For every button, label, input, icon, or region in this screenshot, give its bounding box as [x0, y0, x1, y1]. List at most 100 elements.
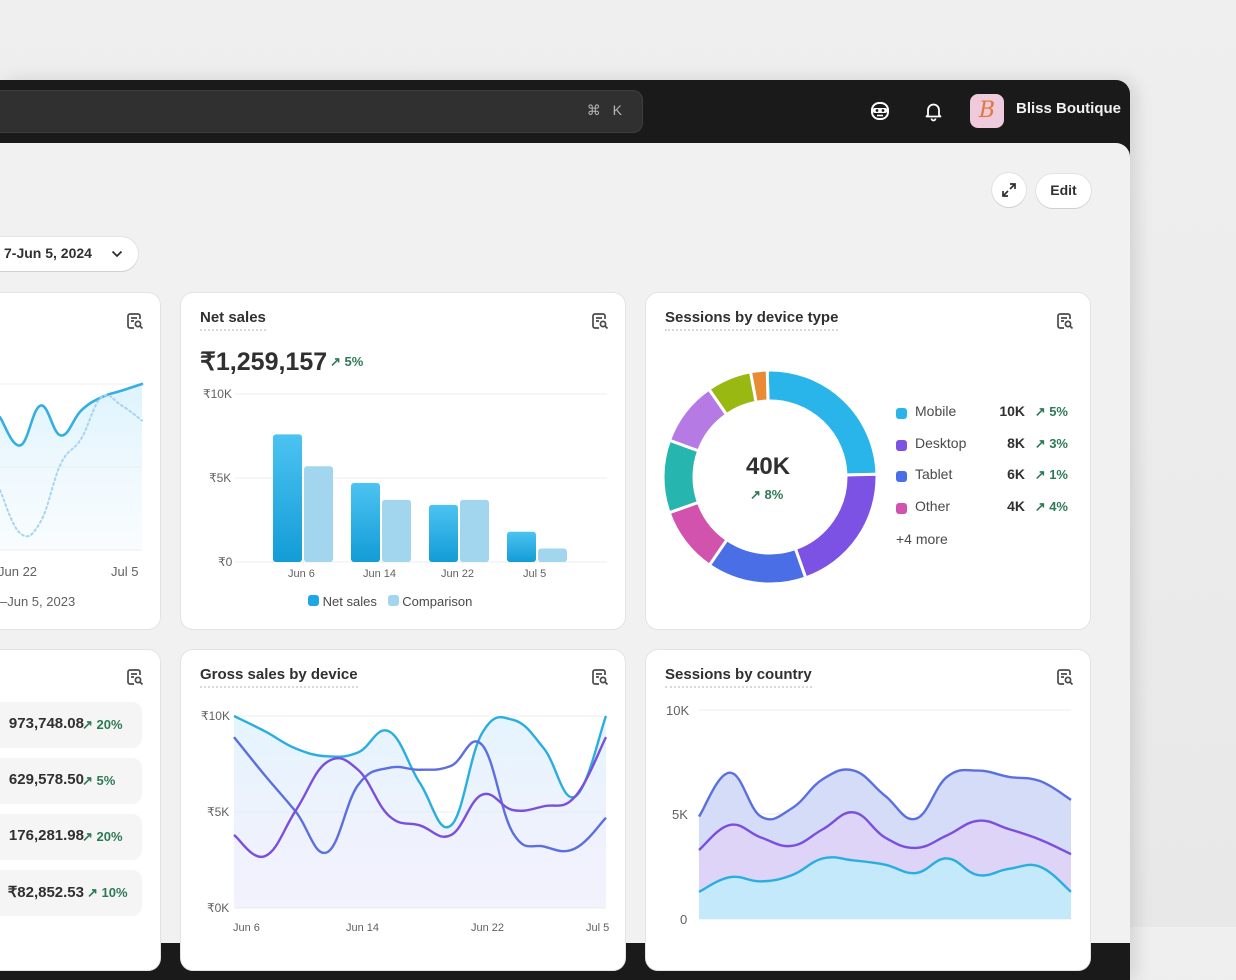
trend-badge: ↗ 3% [1034, 435, 1068, 451]
more-link[interactable]: +4 more [896, 531, 948, 547]
list-item[interactable]: ₹82,852.53 ↗ 10% [0, 870, 142, 916]
legend-item: Mobile 10K ↗ 5% [896, 403, 1071, 423]
x-tick: Jun 14 [346, 922, 380, 934]
trend-badge: ↗ 5% [1034, 404, 1068, 419]
card-title[interactable]: Net sales [200, 309, 266, 331]
comparison-bar [304, 466, 333, 562]
trend-badge: ↗ 8% [750, 487, 784, 502]
series-line [698, 811, 1072, 856]
legend-swatch [896, 439, 907, 451]
y-tick: 10K [666, 703, 690, 718]
x-tick: Jul 5 [586, 922, 610, 934]
explore-report-icon[interactable] [125, 667, 145, 687]
partial-line-chart [0, 382, 144, 551]
x-tick: Jun 6 [288, 568, 315, 580]
legend-item: Tablet 6K ↗ 1% [896, 466, 1071, 486]
y-tick: ₹10K [203, 387, 232, 401]
list-item[interactable]: 973,748.08 ↗ 20% [0, 702, 142, 748]
trend-badge: ↗ 20% [82, 717, 123, 732]
fullscreen-button[interactable] [992, 173, 1026, 207]
net-sales-bar [507, 531, 536, 562]
x-tick: Jul 5 [111, 564, 139, 579]
device-donut-chart [661, 368, 879, 586]
legend-label: Comparison [402, 594, 473, 609]
legend-value: 8K [1007, 434, 1025, 451]
legend-label: Net sales [322, 594, 377, 609]
sidekick-face-icon[interactable] [869, 100, 891, 122]
y-tick: ₹0K [207, 901, 230, 915]
search-bar[interactable]: ⌘ K [0, 90, 643, 133]
net-sales-card: Net sales ₹1,259,157 ↗ 5% ₹10K ₹5K ₹0 Ju… [181, 293, 625, 629]
legend-value: 4K [1007, 497, 1025, 514]
explore-report-icon[interactable] [1055, 311, 1075, 331]
comparison-bar [460, 499, 489, 562]
explore-report-icon[interactable] [590, 667, 610, 687]
country-stacked-area-chart [697, 709, 1072, 920]
y-tick: 0 [680, 912, 688, 927]
legend-label: Other [915, 497, 951, 514]
edit-button[interactable]: Edit [1036, 174, 1091, 208]
comparison-bar [538, 548, 567, 562]
search-shortcut: ⌘ K [586, 102, 626, 118]
net-sales-value: ₹1,259,157 [200, 348, 328, 376]
legend-value: 6K [1007, 466, 1025, 482]
date-range-label: 7-Jun 5, 2024 [4, 245, 92, 261]
store-avatar[interactable]: B [970, 94, 1004, 128]
explore-report-icon[interactable] [1055, 667, 1075, 687]
y-tick: 5K [672, 807, 688, 822]
series-line [0, 382, 144, 447]
date-range-picker[interactable]: 7-Jun 5, 2024 [0, 237, 138, 271]
legend-swatch [896, 502, 907, 514]
legend-label: Desktop [915, 434, 967, 451]
gross-sales-line-chart [233, 714, 608, 909]
donut-slice [661, 438, 701, 515]
trend-badge: ↗ 5% [82, 773, 116, 788]
trend-badge: ↗ 4% [1034, 498, 1068, 514]
legend-swatch [387, 595, 399, 606]
list-item-value: 176,281.98 [8, 827, 84, 844]
card-title[interactable]: Gross sales by device [200, 666, 358, 688]
list-item-value: ₹82,852.53 [7, 884, 84, 901]
card-title[interactable]: Sessions by device type [665, 309, 839, 331]
comparison-line [0, 394, 143, 538]
trend-value: 8% [764, 487, 784, 502]
breakdown-list-card: 973,748.08 ↗ 20% 629,578.50 ↗ 5% 176,281.98 ↗… [0, 650, 160, 970]
y-tick: ₹5K [209, 471, 232, 485]
legend-item: Desktop 8K ↗ 3% [896, 435, 1071, 455]
donut-slice [749, 368, 770, 404]
donut-total: 40K [746, 453, 791, 480]
legend-label: Mobile [915, 403, 957, 419]
trend-badge: ↗ 10% [87, 885, 128, 900]
explore-report-icon[interactable] [125, 311, 145, 331]
legend-label: Tablet [915, 466, 953, 482]
series-line [233, 736, 608, 859]
list-item[interactable]: 176,281.98 ↗ 20% [0, 814, 142, 860]
list-item-value: 973,748.08 [8, 715, 84, 732]
card-title[interactable]: Sessions by country [665, 666, 812, 688]
list-item-value: 629,578.50 [8, 771, 84, 788]
area-fill [234, 716, 606, 908]
x-tick: Jun 22 [441, 568, 475, 580]
trend-badge: ↗ 5% [330, 354, 364, 369]
legend-swatch [308, 595, 319, 606]
bell-icon[interactable] [923, 100, 944, 122]
net-sales-bar [429, 504, 458, 562]
comparison-bar [382, 499, 411, 562]
legend-swatch [896, 471, 907, 482]
legend-swatch [896, 408, 907, 419]
y-tick: ₹0 [218, 555, 233, 569]
partial-line-card: Jun 22 Jul 5 –Jun 5, 2023 [0, 293, 160, 629]
x-tick: Jun 14 [363, 568, 397, 580]
series-line [698, 856, 1072, 893]
series-line [697, 768, 1072, 821]
legend-value: 10K [999, 403, 1025, 419]
explore-report-icon[interactable] [590, 311, 610, 331]
store-name[interactable]: Bliss Boutique [1016, 100, 1122, 117]
net-sales-bar-chart [235, 393, 607, 563]
x-tick: Jun 6 [233, 922, 260, 934]
x-tick: Jun 22 [0, 564, 38, 579]
gross-sales-card: Gross sales by device ₹10K ₹5K ₹0K Jun 6… [181, 650, 625, 970]
y-tick: ₹5K [207, 805, 230, 819]
list-item[interactable]: 629,578.50 ↗ 5% [0, 758, 142, 804]
trend-badge: ↗ 1% [1034, 467, 1068, 482]
